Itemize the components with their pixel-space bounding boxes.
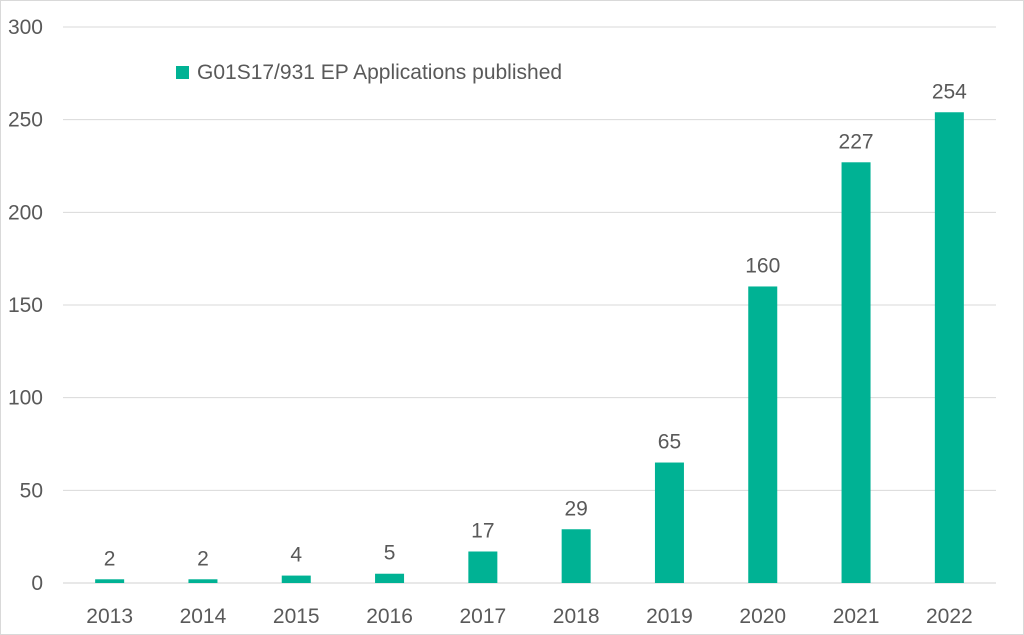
bar <box>375 573 405 583</box>
bar <box>654 462 684 583</box>
y-tick-label: 300 <box>8 16 43 39</box>
data-label: 5 <box>384 542 396 565</box>
bars <box>95 112 964 584</box>
bar <box>934 112 964 584</box>
data-label: 2 <box>104 547 116 570</box>
y-tick-label: 100 <box>8 387 43 410</box>
legend-label: G01S17/931 EP Applications published <box>197 61 562 84</box>
bar <box>748 286 778 583</box>
x-tick-label: 2013 <box>86 605 133 628</box>
x-tick-label: 2020 <box>739 605 786 628</box>
data-label: 17 <box>471 519 494 542</box>
y-tick-label: 50 <box>20 479 43 502</box>
data-label: 65 <box>658 431 681 454</box>
bar <box>841 162 871 583</box>
y-tick-label: 0 <box>31 572 43 595</box>
data-label: 254 <box>932 80 967 103</box>
x-tick-label: 2018 <box>553 605 600 628</box>
x-axis-ticks: 2013 2014 2015 2016 2017 2018 2019 2020 2021 2022 <box>86 605 972 628</box>
data-label: 29 <box>564 497 587 520</box>
data-label: 4 <box>290 544 302 567</box>
bar <box>188 579 218 583</box>
legend-swatch <box>176 66 189 79</box>
bar <box>561 529 591 583</box>
bar <box>281 575 311 583</box>
legend: G01S17/931 EP Applications published <box>176 61 562 84</box>
bar <box>468 551 498 583</box>
x-tick-label: 2019 <box>646 605 693 628</box>
x-tick-label: 2014 <box>180 605 227 628</box>
x-tick-label: 2022 <box>926 605 973 628</box>
data-label: 227 <box>839 130 874 153</box>
data-label: 160 <box>745 254 780 277</box>
bar <box>95 579 125 583</box>
x-tick-label: 2016 <box>366 605 413 628</box>
x-tick-label: 2015 <box>273 605 320 628</box>
y-tick-label: 150 <box>8 294 43 317</box>
x-tick-label: 2017 <box>459 605 506 628</box>
y-tick-label: 250 <box>8 109 43 132</box>
data-label: 2 <box>197 547 209 570</box>
data-labels: 2 2 4 5 17 29 65 160 227 254 <box>104 80 967 570</box>
x-tick-label: 2021 <box>833 605 880 628</box>
grid-lines <box>63 26 996 584</box>
y-tick-label: 200 <box>8 201 43 224</box>
y-axis-ticks: 0 50 100 150 200 250 300 <box>8 16 43 595</box>
